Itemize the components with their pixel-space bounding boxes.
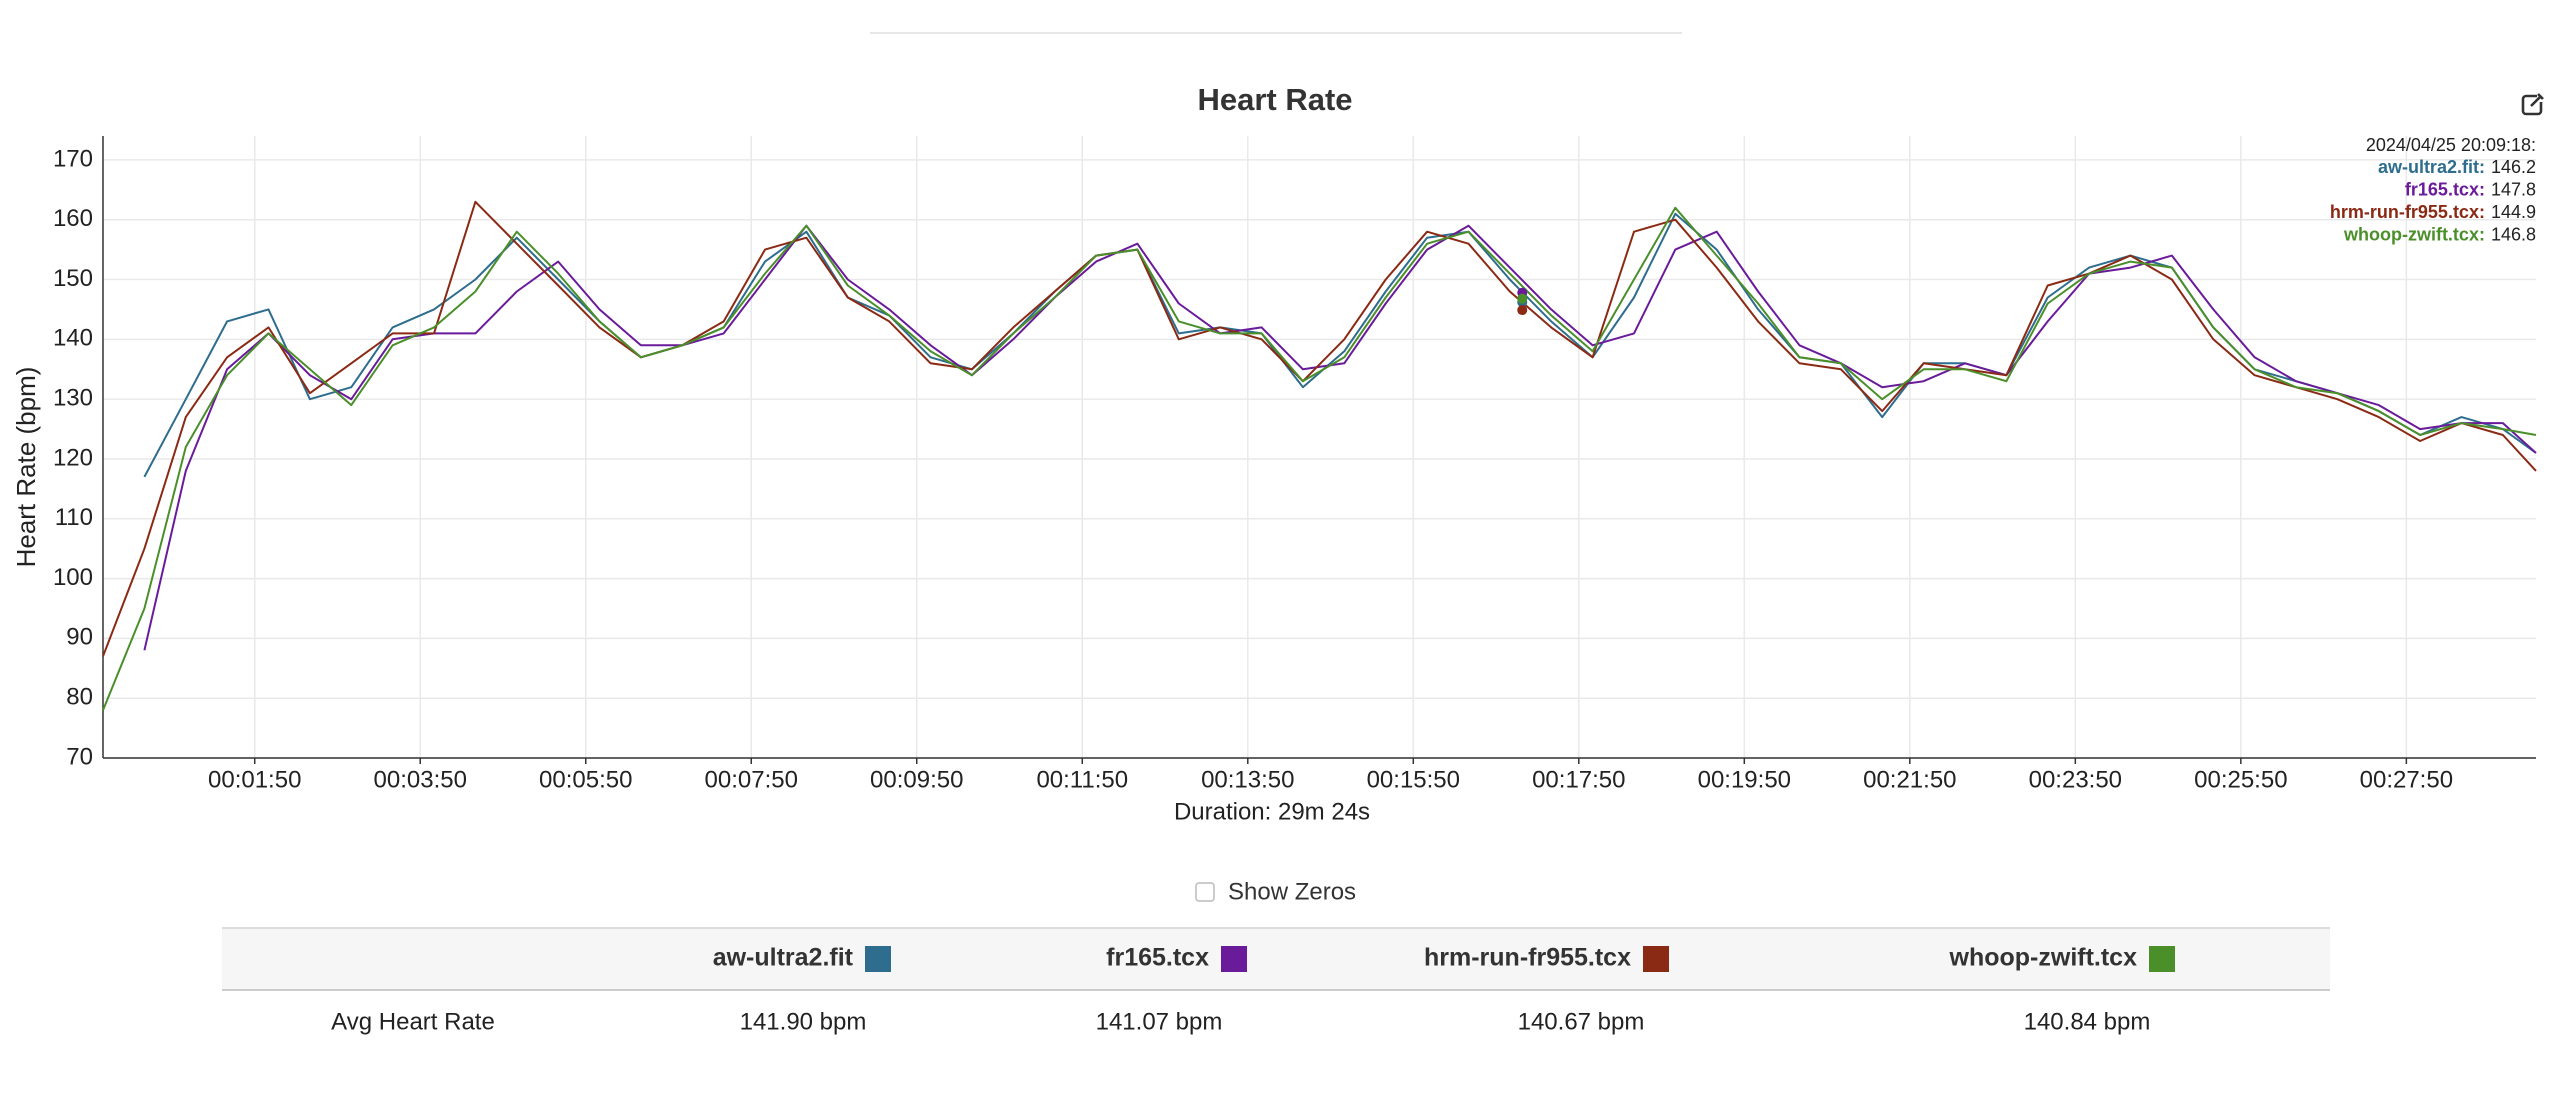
y-tick-label: 80 <box>66 684 93 711</box>
y-tick-label: 100 <box>53 564 93 591</box>
x-tick-label: 00:19:50 <box>1698 766 1791 793</box>
series-line <box>143 224 2537 651</box>
table-header: hrm-run-fr955.tcx <box>1424 944 1631 972</box>
y-tick-label: 130 <box>53 384 93 411</box>
chart-title: Heart Rate <box>1197 82 1352 117</box>
table-header: fr165.tcx <box>1106 944 1209 972</box>
x-tick-label: 00:03:50 <box>374 766 467 793</box>
table-cell: 140.84 bpm <box>2024 1008 2151 1035</box>
table-cell: 141.90 bpm <box>740 1008 867 1035</box>
x-tick-label: 00:01:50 <box>208 766 301 793</box>
show-zeros-control[interactable]: Show Zeros <box>1195 878 1356 905</box>
series-line <box>143 212 2537 478</box>
edit-icon-pen <box>2530 93 2544 107</box>
y-tick-label: 90 <box>66 624 93 651</box>
tooltip-entry: fr165.tcx: 147.8 <box>2405 179 2536 199</box>
x-tick-label: 00:05:50 <box>539 766 632 793</box>
tooltip-value: 147.8 <box>2491 179 2536 199</box>
checkbox[interactable] <box>1195 882 1215 902</box>
tooltip-value: 146.2 <box>2491 157 2536 177</box>
x-tick-label: 00:27:50 <box>2360 766 2453 793</box>
y-tick-label: 150 <box>53 265 93 292</box>
tooltip-entry: aw-ultra2.fit: 146.2 <box>2378 157 2536 177</box>
table-row-label: Avg Heart Rate <box>331 1008 495 1035</box>
legend-swatch <box>865 946 891 972</box>
x-tick-label: 00:17:50 <box>1532 766 1625 793</box>
tooltip-value: 146.8 <box>2491 224 2536 244</box>
tooltip-series: aw-ultra2.fit: <box>2378 157 2485 177</box>
tooltip-entry: hrm-run-fr955.tcx: 144.9 <box>2330 202 2536 222</box>
tooltip-series: hrm-run-fr955.tcx: <box>2330 202 2485 222</box>
hover-marker <box>1517 293 1528 304</box>
tooltip-title: 2024/04/25 20:09:18: <box>2366 135 2536 155</box>
y-axis-label: Heart Rate (bpm) <box>11 367 41 568</box>
tooltip-series: fr165.tcx: <box>2405 179 2485 199</box>
tooltip-value: 144.9 <box>2491 202 2536 222</box>
legend-swatch <box>1643 946 1669 972</box>
x-tick-label: 00:13:50 <box>1201 766 1294 793</box>
x-axis-label: Duration: 29m 24s <box>1174 798 1370 825</box>
table-cell: 141.07 bpm <box>1096 1008 1223 1035</box>
table-header-bg <box>222 928 2330 990</box>
y-tick-label: 70 <box>66 743 93 770</box>
x-tick-label: 00:21:50 <box>1863 766 1956 793</box>
edit-icon[interactable] <box>2521 93 2544 116</box>
x-tick-label: 00:07:50 <box>705 766 798 793</box>
legend-swatch <box>2149 946 2175 972</box>
x-tick-label: 00:25:50 <box>2194 766 2287 793</box>
edit-icon-box <box>2521 94 2543 116</box>
hover-marker <box>1517 305 1528 316</box>
tooltip-series: whoop-zwift.tcx: <box>2343 224 2485 244</box>
y-tick-label: 170 <box>53 145 93 172</box>
y-tick-label: 110 <box>55 504 93 531</box>
x-tick-label: 00:09:50 <box>870 766 963 793</box>
y-tick-label: 160 <box>53 205 93 232</box>
tooltip-entry: whoop-zwift.tcx: 146.8 <box>2343 224 2536 244</box>
x-tick-label: 00:11:50 <box>1036 766 1128 793</box>
table-cell: 140.67 bpm <box>1518 1008 1645 1035</box>
series-line <box>102 200 2537 657</box>
table-header: aw-ultra2.fit <box>713 944 854 972</box>
checkbox-label[interactable]: Show Zeros <box>1228 878 1356 905</box>
table-header: whoop-zwift.tcx <box>1949 944 2138 972</box>
x-tick-label: 00:15:50 <box>1367 766 1460 793</box>
y-tick-label: 120 <box>53 444 93 471</box>
series-line <box>102 206 2537 711</box>
legend-swatch <box>1221 946 1247 972</box>
y-tick-label: 140 <box>53 325 93 352</box>
x-tick-label: 00:23:50 <box>2029 766 2122 793</box>
